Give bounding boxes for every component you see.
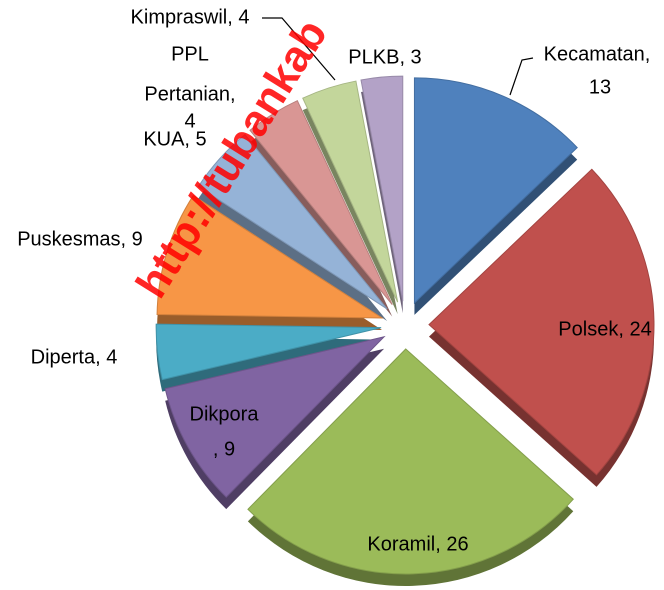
slice bbox=[155, 323, 382, 381]
slice bbox=[413, 77, 578, 305]
data-label: Kimpraswil, 4 bbox=[131, 6, 250, 28]
data-label: Kecamatan, bbox=[544, 43, 651, 65]
data-label: Pertanian, bbox=[144, 83, 235, 105]
pie bbox=[155, 75, 655, 586]
slice bbox=[360, 75, 404, 302]
slice bbox=[428, 168, 655, 476]
data-label: , 9 bbox=[213, 438, 235, 460]
slice bbox=[249, 99, 393, 305]
data-label: Polsek, 24 bbox=[558, 318, 651, 340]
leader-line bbox=[509, 57, 534, 96]
data-labels: Kecamatan, 13 Polsek, 24 Koramil, 26 Dikpora… bbox=[17, 6, 652, 555]
slice bbox=[164, 335, 386, 498]
data-label: Dikpora bbox=[190, 403, 260, 425]
leader-line bbox=[262, 17, 336, 81]
data-label: 4 bbox=[184, 110, 195, 132]
data-label: 13 bbox=[589, 76, 611, 98]
data-label: KUA, 5 bbox=[143, 128, 206, 150]
data-label: PLKB, 3 bbox=[348, 46, 421, 68]
slice bbox=[247, 348, 574, 575]
slice bbox=[156, 194, 384, 319]
slice bbox=[197, 133, 388, 310]
data-label: Diperta, 4 bbox=[31, 346, 118, 368]
data-label: PPL bbox=[171, 43, 209, 65]
slice bbox=[302, 80, 399, 303]
data-label: Puskesmas, 9 bbox=[17, 228, 143, 250]
data-label: Koramil, 26 bbox=[367, 533, 468, 555]
